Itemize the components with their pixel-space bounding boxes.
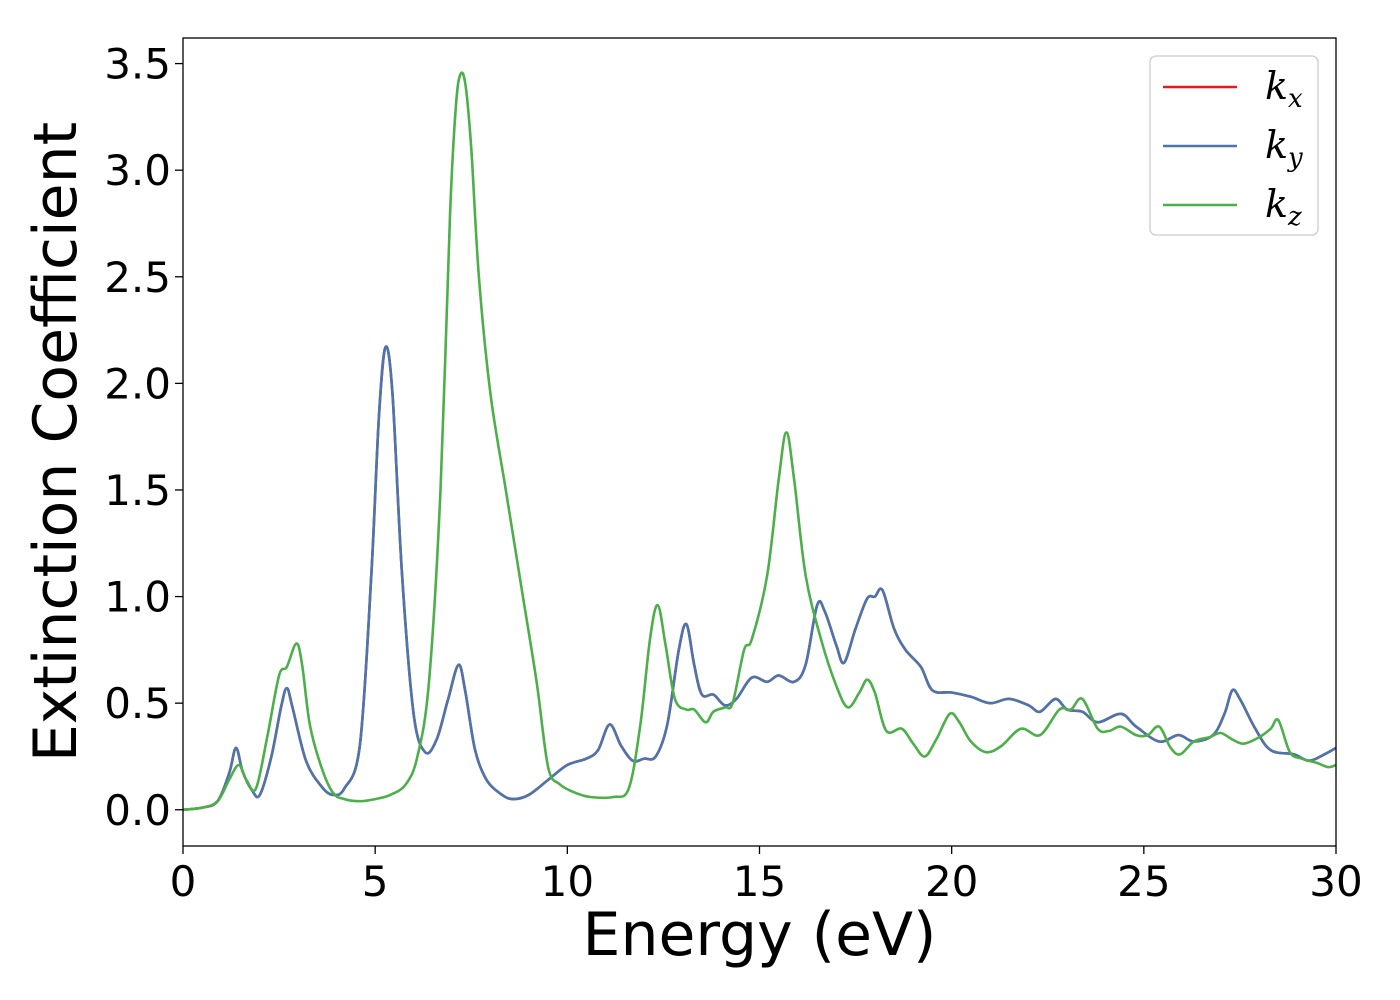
legend-label-k-y: ky [1265,123,1303,173]
y-tick-label: 0.0 [104,786,171,835]
x-tick-label: 25 [1117,857,1170,906]
plot-area-background [183,38,1336,846]
y-axis-title: Extinction Coefficient [21,122,91,762]
x-tick-label: 30 [1309,857,1362,906]
y-tick-label: 0.5 [104,679,171,728]
plot-frame [182,37,1337,847]
y-tick-label: 3.0 [104,146,171,195]
x-tick-label: 5 [362,857,389,906]
x-axis-ticks: 0 5 10 15 20 25 30 [170,846,1363,906]
y-tick-label: 3.5 [104,40,171,89]
y-tick-label: 1.0 [104,573,171,622]
legend-label-k-z: kz [1265,182,1302,232]
legend-items: kx ky kz [1163,64,1303,232]
x-tick-label: 15 [733,857,786,906]
x-axis-title: Energy (eV) [583,900,937,970]
series-layer [183,71,1336,812]
y-tick-label: 1.5 [104,466,171,515]
x-tick-label: 20 [925,857,978,906]
series-line-k-z [183,71,1336,812]
x-tick-label: 0 [170,857,197,906]
legend: kx ky kz [1149,55,1319,236]
y-tick-label: 2.0 [104,359,171,408]
series-line-k-y [183,345,1336,812]
x-tick-label: 10 [541,857,594,906]
y-tick-label: 2.5 [104,253,171,302]
y-axis-ticks: 0.0 0.5 1.0 1.5 2.0 2.5 3.0 3.5 [104,40,183,835]
legend-label-k-x: kx [1265,64,1303,114]
